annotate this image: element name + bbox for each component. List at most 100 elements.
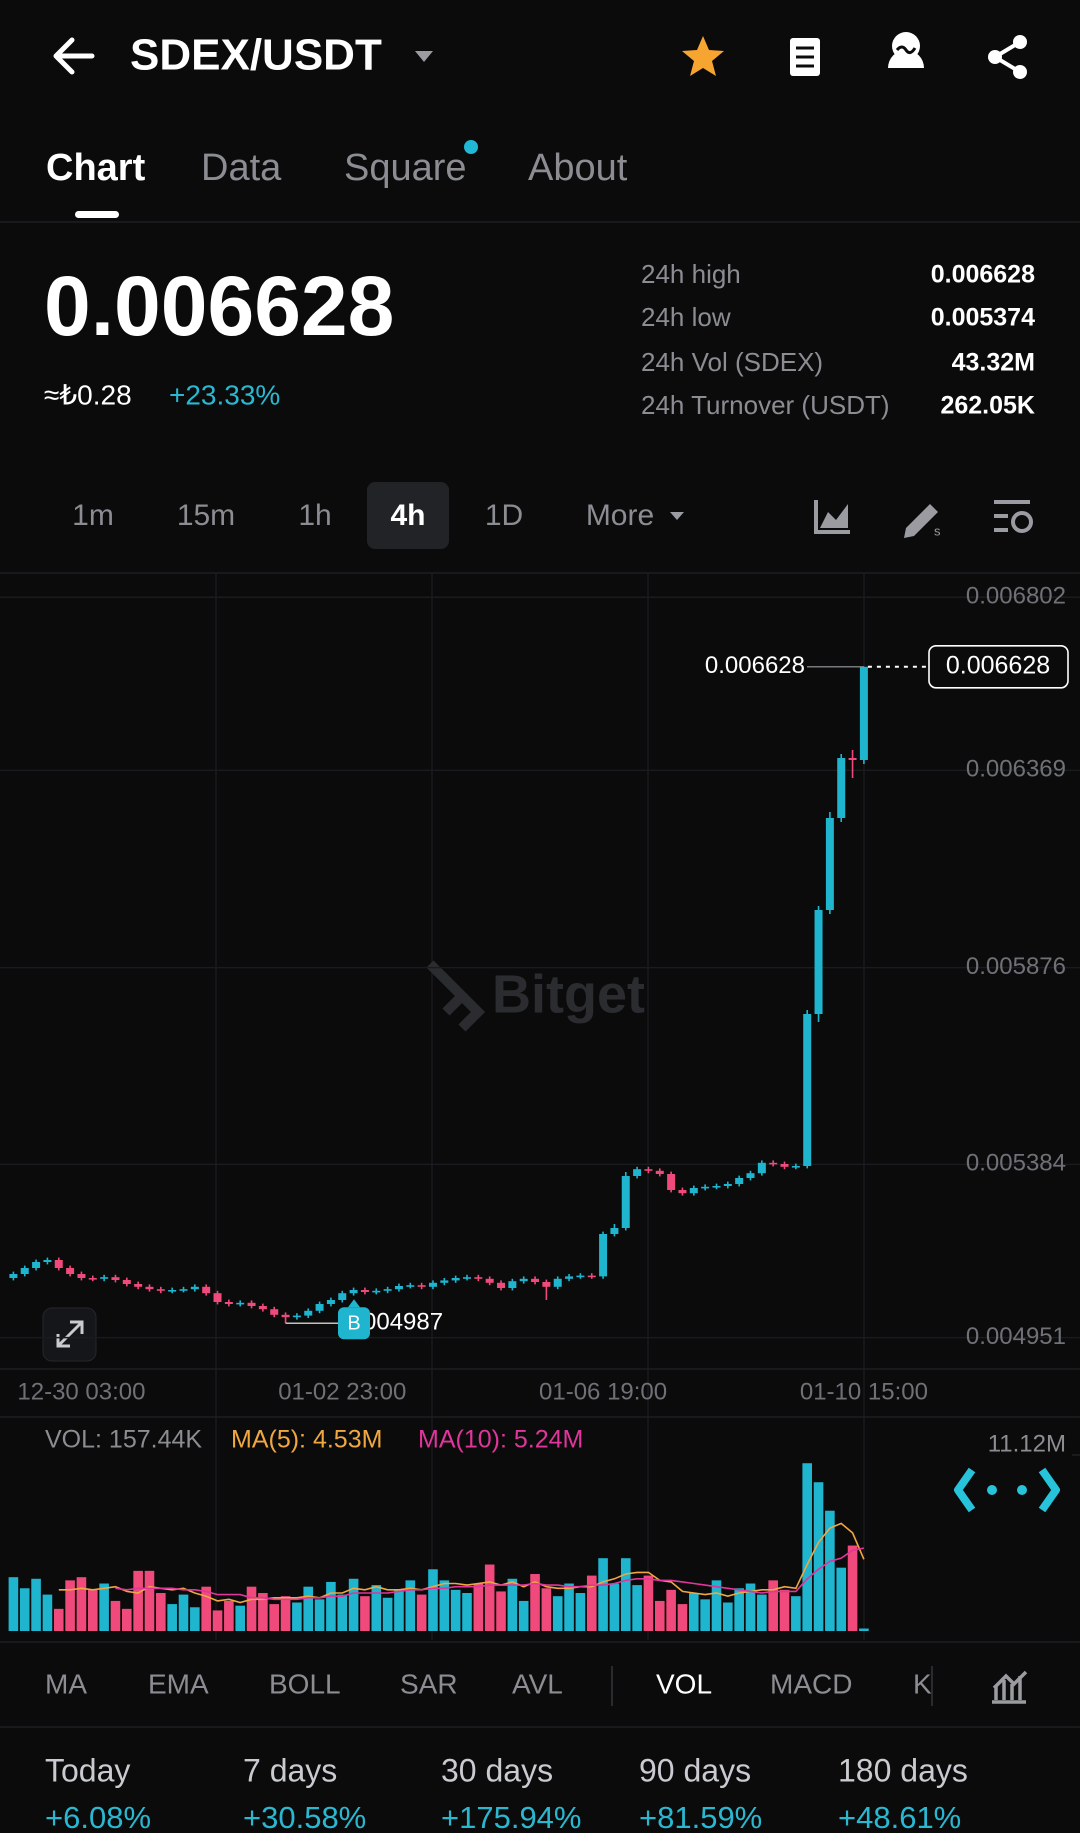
indicator-tab[interactable]: AVL bbox=[512, 1668, 563, 1699]
candle-body bbox=[360, 1290, 369, 1292]
candle-body bbox=[599, 1234, 608, 1277]
indicator-tab[interactable]: MA bbox=[45, 1668, 87, 1699]
indicator-tab[interactable]: BOLL bbox=[269, 1668, 341, 1699]
interval-tab[interactable]: 4h bbox=[390, 499, 425, 532]
indicator-tab[interactable]: EMA bbox=[148, 1668, 209, 1699]
y-tick-label: 0.004951 bbox=[966, 1323, 1066, 1350]
candle-body bbox=[428, 1282, 437, 1287]
volume-bar bbox=[654, 1600, 665, 1631]
candle-body bbox=[553, 1278, 562, 1287]
volume-bar bbox=[428, 1569, 438, 1631]
volume-bar bbox=[723, 1602, 733, 1631]
tab-underline bbox=[75, 211, 119, 218]
notes-icon[interactable] bbox=[790, 38, 820, 76]
tab[interactable]: Chart bbox=[46, 147, 146, 189]
indicator-tab[interactable]: K bbox=[913, 1668, 932, 1699]
notification-dot bbox=[464, 140, 478, 154]
volume-bar bbox=[666, 1589, 676, 1631]
return-label: 30 days bbox=[441, 1752, 553, 1788]
watermark: Bitget bbox=[492, 964, 645, 1024]
y-tick-label: 0.005384 bbox=[966, 1150, 1066, 1177]
return-label: Today bbox=[45, 1752, 130, 1788]
candle-body bbox=[859, 666, 868, 760]
candle-body bbox=[791, 1166, 800, 1168]
ma-line bbox=[58, 1522, 865, 1604]
candle-body bbox=[746, 1173, 755, 1178]
volume-bar bbox=[76, 1577, 87, 1631]
buy-marker-label: B bbox=[347, 1312, 360, 1334]
candle-body bbox=[111, 1277, 120, 1280]
y-tick-label: 0.005876 bbox=[966, 953, 1066, 980]
volume-bar bbox=[757, 1594, 767, 1631]
volume-bar bbox=[156, 1593, 166, 1631]
indicator-tab[interactable]: MACD bbox=[770, 1668, 852, 1699]
interval-tab[interactable]: 1h bbox=[298, 499, 331, 532]
interval-tab[interactable]: 1m bbox=[72, 499, 114, 532]
volume-bar bbox=[734, 1588, 744, 1631]
volume-bar bbox=[643, 1575, 654, 1631]
scroll-to-latest[interactable] bbox=[954, 1467, 1060, 1513]
candle-body bbox=[202, 1286, 211, 1294]
alert-icon[interactable] bbox=[888, 32, 924, 68]
tab[interactable]: About bbox=[528, 147, 628, 189]
volume-bar bbox=[371, 1585, 382, 1631]
volume-bar bbox=[201, 1586, 211, 1631]
candle-body bbox=[531, 1278, 540, 1282]
interval-tab[interactable]: 1D bbox=[485, 499, 523, 532]
candle-body bbox=[723, 1184, 732, 1186]
volume-bar bbox=[450, 1589, 461, 1631]
candle-body bbox=[292, 1315, 301, 1318]
pair-title[interactable]: SDEX/USDT bbox=[130, 31, 382, 80]
volume-bar bbox=[405, 1580, 416, 1631]
volume-bar bbox=[19, 1588, 30, 1631]
candle-body bbox=[213, 1293, 222, 1302]
volume-bar bbox=[326, 1581, 336, 1631]
draw-icon[interactable]: s bbox=[904, 504, 941, 538]
candle-body bbox=[610, 1228, 619, 1234]
volume-bar bbox=[689, 1593, 699, 1631]
candle-body bbox=[66, 1268, 75, 1274]
indicator-tab[interactable]: SAR bbox=[400, 1668, 458, 1699]
stat-label: 24h Vol (SDEX) bbox=[641, 347, 823, 377]
volume-bar bbox=[496, 1591, 506, 1631]
candle-body bbox=[701, 1186, 710, 1189]
candle-body bbox=[667, 1174, 676, 1190]
candle-body bbox=[406, 1285, 415, 1287]
settings-icon[interactable] bbox=[994, 500, 1033, 533]
candle-body bbox=[576, 1275, 585, 1278]
x-tick-label: 01-06 19:00 bbox=[539, 1378, 667, 1405]
stat-value: 0.005374 bbox=[931, 304, 1035, 332]
volume-bar bbox=[791, 1596, 801, 1631]
candle-body bbox=[372, 1290, 381, 1293]
volume-bar bbox=[598, 1558, 608, 1631]
return-value: +81.59% bbox=[639, 1800, 762, 1833]
volume-bar bbox=[212, 1610, 223, 1631]
candle-body bbox=[383, 1289, 392, 1291]
stat-value: 262.05K bbox=[940, 392, 1035, 420]
volume-bar bbox=[825, 1510, 835, 1631]
more-dropdown[interactable] bbox=[670, 512, 684, 520]
tab[interactable]: Data bbox=[201, 147, 282, 189]
favorite-star[interactable] bbox=[682, 36, 724, 76]
volume-bar bbox=[530, 1574, 540, 1631]
return-label: 90 days bbox=[639, 1752, 751, 1788]
return-value: +175.94% bbox=[441, 1800, 581, 1833]
candle-body bbox=[508, 1281, 517, 1288]
stat-value: 43.32M bbox=[952, 349, 1035, 377]
indicator-tab[interactable]: VOL bbox=[656, 1668, 712, 1699]
tab[interactable]: Square bbox=[344, 147, 467, 189]
return-label: 7 days bbox=[243, 1752, 337, 1788]
interval-tab[interactable]: 15m bbox=[177, 499, 235, 532]
share-icon[interactable] bbox=[988, 35, 1027, 79]
volume-bar bbox=[53, 1608, 64, 1631]
price-box-label: 0.006628 bbox=[946, 651, 1050, 679]
volume-bar bbox=[859, 1628, 869, 1631]
back-button[interactable] bbox=[53, 37, 95, 75]
interval-tab[interactable]: More bbox=[586, 499, 654, 532]
chart-type-icon[interactable] bbox=[814, 500, 850, 534]
pair-dropdown[interactable] bbox=[415, 51, 433, 62]
expand-button[interactable] bbox=[42, 1307, 97, 1362]
indicator-settings[interactable] bbox=[992, 1670, 1028, 1704]
